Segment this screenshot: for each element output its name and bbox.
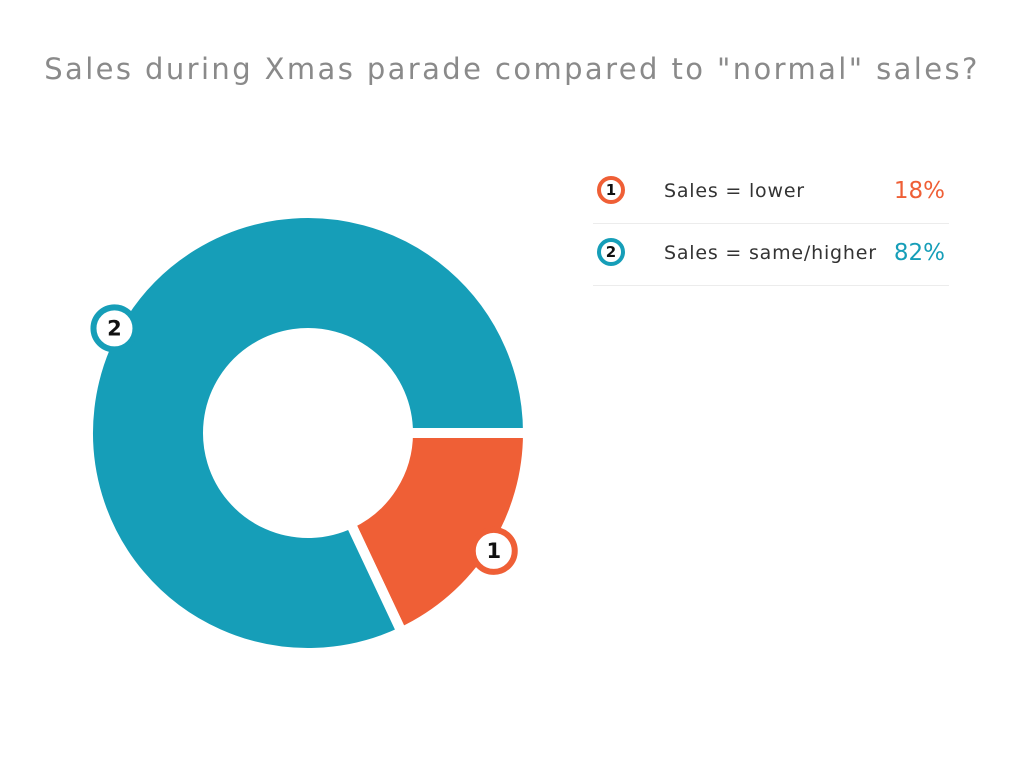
chart-title: Sales during Xmas parade compared to "no… [44,52,980,86]
slice-marker-same-higher: 2 [90,304,139,353]
chart-legend: 1 Sales = lower 18% 2 Sales = same/highe… [593,162,949,286]
slice-marker-lower: 1 [469,526,518,575]
slice-marker-ring [90,304,139,353]
legend-marker: 1 [597,176,625,204]
legend-item-lower: 1 Sales = lower 18% [593,162,949,224]
donut-slice-lower [343,428,534,639]
slice-marker-label: 2 [107,316,122,340]
legend-label: Sales = lower [664,180,805,202]
legend-marker: 2 [597,238,625,266]
legend-value: 82% [893,240,945,266]
donut-slice-same-higher [83,208,534,658]
slice-marker-label: 1 [486,539,501,563]
legend-label: Sales = same/higher [664,242,877,264]
legend-value: 18% [893,178,945,204]
donut-chart: 12 [83,208,534,658]
slice-marker-ring [469,526,518,575]
legend-item-same-higher: 2 Sales = same/higher 82% [593,224,949,286]
